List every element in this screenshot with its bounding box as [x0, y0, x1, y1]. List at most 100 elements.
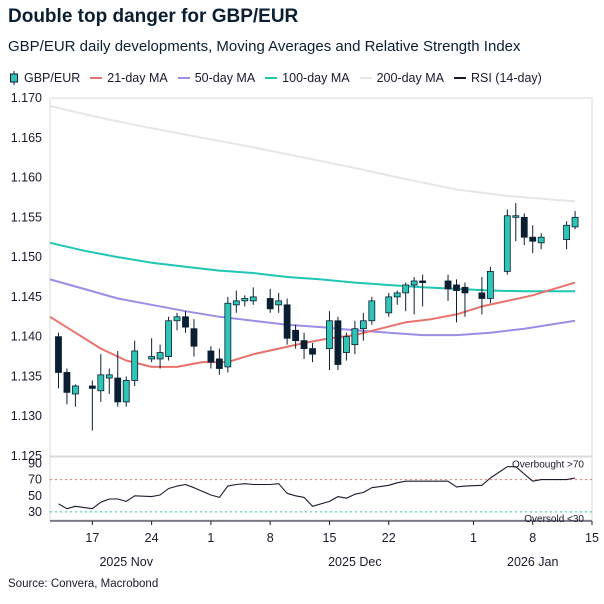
candle-body — [478, 292, 486, 299]
legend-item-ma200: 200-day MA — [359, 71, 444, 85]
candle-body — [97, 374, 105, 392]
y-tick-label: 1.150 — [11, 250, 42, 264]
line-swatch-icon — [177, 77, 190, 79]
candle-body — [275, 300, 283, 306]
candle-body — [359, 320, 367, 330]
y-tick-label: 1.135 — [11, 369, 42, 383]
legend-label: GBP/EUR — [24, 71, 81, 85]
candle-body — [156, 352, 164, 360]
y-tick-label: 1.170 — [11, 91, 42, 105]
x-tick-label: 15 — [585, 531, 599, 545]
candle-body — [410, 280, 418, 286]
rsi-y-tick-label: 30 — [28, 505, 42, 519]
candle-body — [393, 292, 401, 298]
candle-body — [88, 385, 96, 389]
legend-item-ma100: 100-day MA — [265, 71, 350, 85]
candle-body — [114, 377, 122, 403]
candle-body — [63, 372, 71, 393]
candle-body — [173, 316, 181, 322]
rsi-y-tick-label: 90 — [28, 456, 42, 470]
x-tick-label: 8 — [529, 531, 536, 545]
legend-label: RSI (14-day) — [470, 71, 542, 85]
x-tick-label: 15 — [323, 531, 337, 545]
month-label: 2025 Nov — [99, 555, 153, 569]
candle-body — [368, 300, 376, 322]
line-swatch-icon — [453, 77, 466, 79]
oversold-label: Oversold <30 — [524, 514, 584, 525]
ma100-line — [49, 241, 576, 293]
candle-body — [105, 374, 113, 379]
candle-body — [529, 236, 537, 242]
candle-body — [444, 280, 452, 290]
x-tick-label: 8 — [267, 531, 274, 545]
y-tick-label: 1.155 — [11, 210, 42, 224]
candle-body — [537, 236, 545, 244]
candle-body — [419, 280, 427, 283]
chart-subtitle: GBP/EUR daily developments, Moving Avera… — [8, 38, 521, 55]
y-tick-label: 1.160 — [11, 171, 42, 185]
x-tick-label: 17 — [85, 531, 99, 545]
legend-label: 200-day MA — [376, 71, 444, 85]
candle-body — [148, 356, 156, 360]
y-tick-label: 1.130 — [11, 409, 42, 423]
candle-icon — [8, 71, 20, 85]
candle-body — [182, 316, 189, 328]
candle-body — [215, 358, 223, 369]
candle-body — [241, 298, 249, 302]
month-label: 2026 Jan — [507, 555, 558, 569]
candle-body — [571, 216, 579, 228]
y-tick-label: 1.165 — [11, 131, 42, 145]
x-tick-label: 22 — [382, 531, 396, 545]
candle-body — [72, 385, 79, 395]
candle-body — [131, 350, 139, 381]
source-note: Source: Convera, Macrobond — [8, 578, 159, 590]
candle-body — [453, 284, 460, 291]
legend-label: 50-day MA — [194, 71, 256, 85]
candle-body — [309, 348, 316, 355]
candle-body — [249, 296, 257, 302]
candle-body — [292, 329, 299, 342]
rsi-y-tick-label: 70 — [28, 473, 42, 487]
candle-body — [461, 286, 469, 294]
legend-label: 21-day MA — [107, 71, 168, 85]
legend-item-rsi: RSI (14-day) — [453, 71, 542, 85]
candle-body — [224, 302, 232, 368]
rsi-y-tick-label: 50 — [28, 489, 42, 503]
x-tick-label: 1 — [470, 531, 477, 545]
line-swatch-icon — [90, 77, 103, 79]
candle-body — [232, 300, 240, 306]
candle-body — [512, 215, 520, 218]
candle-body — [520, 216, 528, 238]
candle-body — [503, 215, 511, 272]
x-tick-label: 1 — [207, 531, 214, 545]
y-tick-label: 1.140 — [11, 330, 42, 344]
line-swatch-icon — [265, 77, 278, 79]
line-swatch-icon — [359, 77, 372, 79]
legend-item-ma21: 21-day MA — [90, 71, 168, 85]
y-tick-label: 1.125 — [11, 449, 42, 463]
candle-body — [55, 336, 62, 373]
candle-body — [351, 328, 359, 346]
overbought-label: Overbought >70 — [512, 460, 584, 471]
ma50-line — [49, 278, 576, 337]
chart-title: Double top danger for GBP/EUR — [8, 6, 299, 27]
candle-body — [563, 224, 570, 241]
candle-body — [122, 380, 130, 403]
candle-body — [343, 336, 350, 353]
candle-body — [402, 284, 410, 294]
y-tick-label: 1.145 — [11, 290, 42, 304]
candle-body — [283, 304, 291, 339]
chart-legend: GBP/EUR 21-day MA 50-day MA 100-day MA 2… — [8, 68, 552, 88]
candle-body — [385, 296, 393, 314]
legend-label: 100-day MA — [282, 71, 350, 85]
legend-item-gbp-eur: GBP/EUR — [8, 71, 80, 85]
legend-item-ma50: 50-day MA — [177, 71, 256, 85]
x-tick-label: 24 — [145, 531, 159, 545]
rsi-panel-frame — [49, 456, 593, 521]
candle-body — [300, 340, 308, 349]
price-panel-frame — [49, 97, 593, 457]
rsi-line — [58, 466, 576, 510]
candle-body — [207, 350, 215, 363]
candle-body — [486, 271, 494, 299]
